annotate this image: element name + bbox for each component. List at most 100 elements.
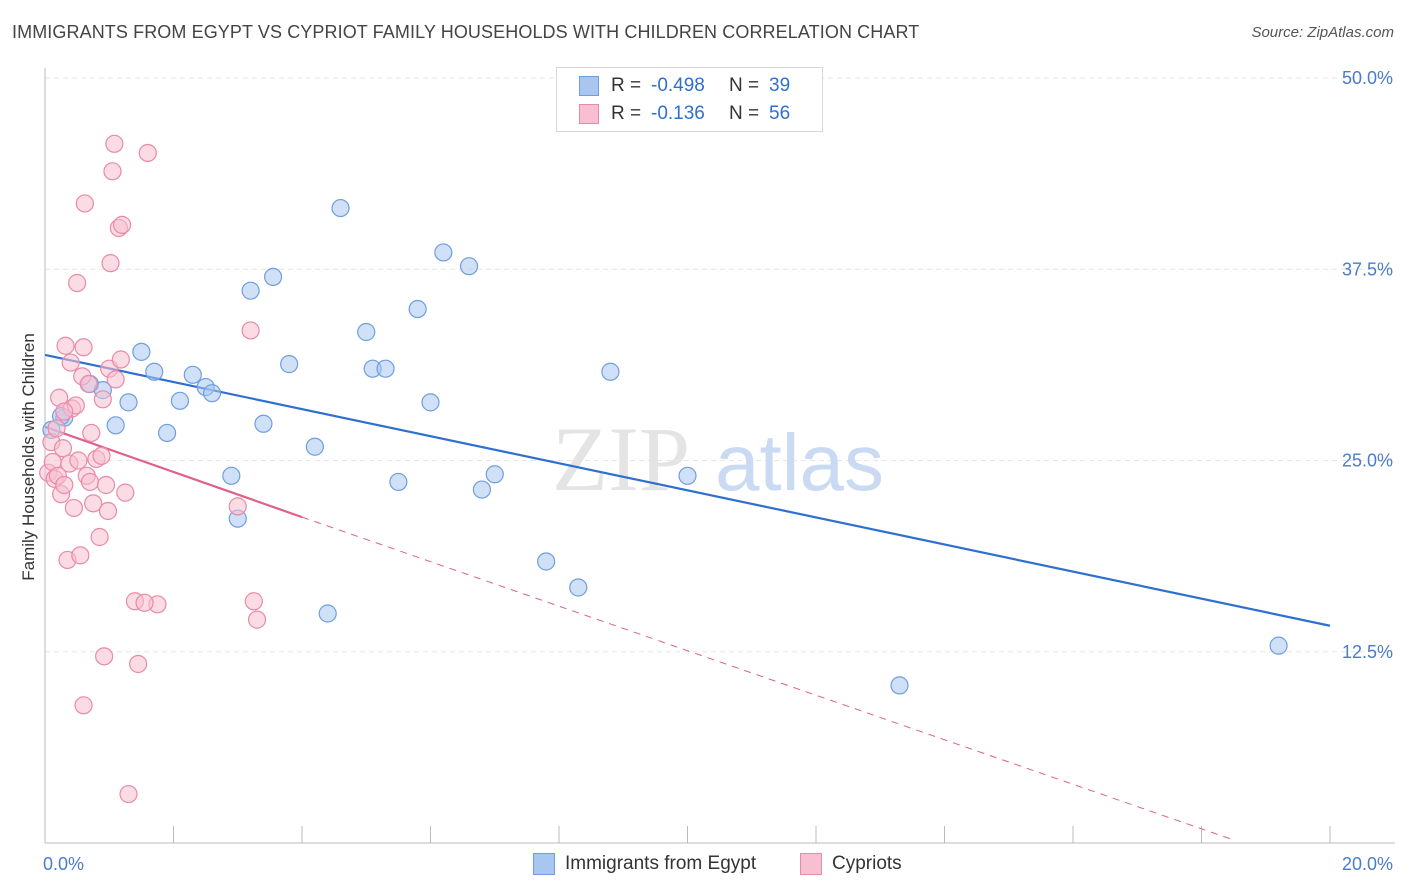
egypt-point [263, 267, 283, 286]
cypriot-point [119, 784, 138, 804]
x-tick-label-min: 0.0% [43, 854, 84, 874]
egypt-point [331, 198, 350, 218]
bottom-legend-egypt: Immigrants from Egypt [533, 851, 756, 877]
egypt-point [569, 578, 588, 597]
cypriot-point [82, 423, 101, 443]
cypriot-point [53, 439, 73, 458]
egypt-n-label: N = [729, 75, 760, 96]
cypriot-point [55, 475, 74, 495]
egypt-swatch [579, 76, 599, 96]
egypt-point [202, 384, 222, 403]
egypt-point [318, 604, 337, 623]
cypriot-point [75, 194, 94, 213]
trend-lines [44, 353, 1331, 841]
egypt-point [472, 480, 491, 499]
egypt-r-value: -0.498 [651, 75, 705, 96]
cypriot-point [106, 370, 125, 389]
egypt-n-value: 39 [769, 75, 791, 96]
data-points [39, 134, 1288, 804]
cypriot-point [138, 143, 157, 163]
cypriot-point [244, 592, 263, 611]
egypt-point [421, 393, 440, 412]
cypriot-point [56, 336, 75, 355]
tick-labels: 12.5% 25.0% 37.5% 50.0% 0.0% 20.0% [43, 68, 1393, 874]
cypriot-point [112, 215, 132, 234]
cypriot-point [228, 497, 247, 516]
cypriot-point [68, 273, 87, 293]
egypt-point [170, 391, 190, 410]
egypt-point [459, 257, 479, 276]
egypt-point [389, 472, 408, 492]
egypt-point [222, 466, 241, 485]
cypriot-point [135, 593, 154, 612]
egypt-point [106, 416, 125, 435]
cypriot-r-label: R = [611, 103, 642, 124]
cypriot-point [241, 321, 260, 340]
cypriot-point [247, 610, 267, 629]
y-tick-label: 12.5% [1342, 642, 1393, 662]
cypriot-point [80, 472, 100, 492]
cypriot-n-label: N = [729, 103, 760, 124]
cypriot-point [90, 527, 109, 547]
cypriot-point [95, 647, 114, 666]
egypt-point [183, 365, 202, 384]
axes [44, 68, 1395, 844]
grid-lines [45, 77, 1395, 653]
cypriot-legend-swatch [800, 853, 822, 875]
cypriot-point [92, 446, 111, 466]
egypt-point [254, 414, 273, 433]
correlation-legend: R = -0.498 N = 39 R = -0.136 N = 56 [556, 67, 823, 132]
y-tick-label: 37.5% [1342, 259, 1393, 279]
cypriot-point [64, 498, 84, 518]
egypt-point [408, 299, 427, 319]
cypriot-point [103, 162, 122, 181]
egypt-r-label: R = [611, 75, 642, 96]
cypriot-point [79, 374, 98, 394]
cypriot-point [98, 501, 118, 521]
cypriot-trend-line-extension [301, 516, 1234, 841]
egypt-point [1269, 636, 1288, 655]
egypt-point [601, 362, 620, 381]
cypriot-point [105, 134, 124, 153]
y-axis-label: Family Households with Children [19, 333, 38, 581]
cypriot-point [74, 338, 93, 357]
watermark-zip: ZIP [552, 408, 690, 510]
egypt-point [678, 466, 697, 485]
cypriot-point [84, 494, 103, 513]
x-tick-label-max: 20.0% [1342, 854, 1393, 874]
cypriot-point [93, 390, 112, 409]
egypt-point [280, 355, 299, 374]
egypt-point [357, 322, 376, 342]
cypriot-point [111, 350, 130, 369]
cypriot-trend-line [44, 425, 303, 519]
cypriot-legend-label: Cypriots [832, 853, 902, 874]
watermark: ZIP atlas [552, 408, 884, 510]
chart-title: IMMIGRANTS FROM EGYPT VS CYPRIOT FAMILY … [12, 22, 920, 42]
legend-row-egypt: R = -0.498 N = 39 [579, 72, 790, 100]
watermark-atlas: atlas [715, 418, 884, 507]
egypt-point [485, 465, 504, 484]
cypriot-point [101, 254, 120, 273]
egypt-point [376, 359, 395, 378]
egypt-point [157, 423, 177, 443]
cypriot-point [116, 483, 135, 502]
egypt-point [434, 243, 453, 262]
egypt-point [241, 281, 260, 300]
y-tick-label: 50.0% [1342, 68, 1393, 88]
cypriot-point [71, 546, 90, 565]
cypriot-point [74, 696, 93, 715]
egypt-trend-line [44, 353, 1331, 627]
cypriot-point [69, 451, 88, 470]
egypt-legend-label: Immigrants from Egypt [565, 853, 757, 874]
cypriot-point [61, 353, 80, 372]
egypt-point [305, 437, 324, 456]
cypriot-n-value: 56 [769, 103, 791, 124]
cypriot-r-value: -0.136 [651, 103, 705, 124]
cypriot-swatch [579, 104, 599, 124]
cypriot-point [47, 419, 66, 438]
egypt-point [132, 342, 151, 361]
source-label: Source: ZipAtlas.com [1251, 24, 1394, 41]
egypt-point [145, 362, 164, 381]
cypriot-point [129, 654, 148, 674]
